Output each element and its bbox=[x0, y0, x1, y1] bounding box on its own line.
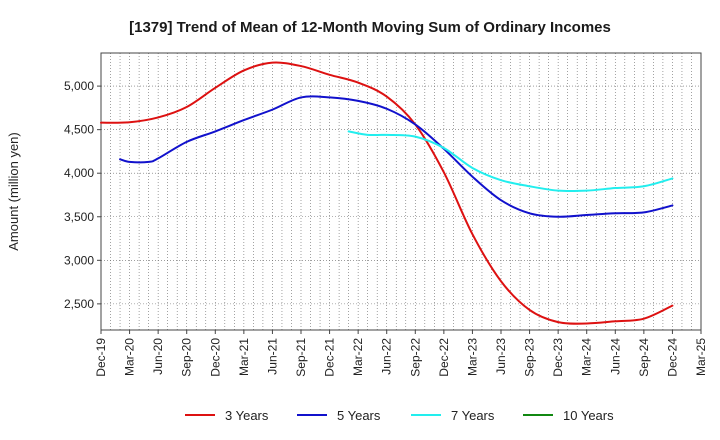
legend-label-5-years: 5 Years bbox=[337, 408, 381, 423]
legend: 3 Years 5 Years 7 Years 10 Years bbox=[185, 408, 614, 423]
x-tick-label: Sep-20 bbox=[180, 338, 194, 377]
y-tick-label: 4,500 bbox=[64, 123, 94, 137]
y-tick-label: 3,000 bbox=[64, 253, 94, 267]
x-axis-ticks: Dec-19 Mar-20 Jun-20 Sep-20 Dec-20 Mar-21 Jun-… bbox=[94, 330, 708, 377]
y-tick-label: 3,500 bbox=[64, 210, 94, 224]
x-tick-label: Jun-21 bbox=[265, 338, 279, 375]
x-tick-label: Dec-23 bbox=[551, 338, 565, 377]
x-tick-label: Mar-21 bbox=[237, 338, 251, 376]
series-line-3-years bbox=[100, 61, 674, 325]
x-tick-label: Jun-20 bbox=[151, 338, 165, 375]
x-tick-label: Dec-22 bbox=[437, 338, 451, 377]
legend-label-7-years: 7 Years bbox=[451, 408, 495, 423]
x-tick-label: Mar-23 bbox=[465, 338, 479, 376]
y-axis-label: Amount (million yen) bbox=[6, 132, 21, 251]
x-tick-label: Sep-22 bbox=[408, 338, 422, 377]
x-tick-label: Jun-22 bbox=[380, 338, 394, 375]
grid bbox=[101, 53, 701, 330]
series-line-7-years bbox=[347, 130, 674, 193]
x-tick-label: Jun-24 bbox=[608, 338, 622, 375]
x-tick-label: Mar-24 bbox=[580, 338, 594, 376]
plot-frame bbox=[100, 52, 702, 331]
x-tick-label: Sep-23 bbox=[523, 338, 537, 377]
x-tick-label: Sep-21 bbox=[294, 338, 308, 377]
series-line-5-years bbox=[119, 95, 674, 218]
x-tick-label: Dec-21 bbox=[323, 338, 337, 377]
x-tick-label: Mar-25 bbox=[694, 338, 708, 376]
x-tick-label: Mar-22 bbox=[351, 338, 365, 376]
legend-label-3-years: 3 Years bbox=[225, 408, 269, 423]
x-tick-label: Dec-20 bbox=[208, 338, 222, 377]
legend-label-10-years: 10 Years bbox=[563, 408, 614, 423]
x-tick-label: Dec-24 bbox=[665, 338, 679, 377]
y-tick-label: 4,000 bbox=[64, 166, 94, 180]
y-axis-ticks: 2,500 3,000 3,500 4,000 4,500 5,000 bbox=[64, 79, 101, 311]
y-tick-label: 2,500 bbox=[64, 297, 94, 311]
chart-title: [1379] Trend of Mean of 12-Month Moving … bbox=[129, 19, 611, 36]
y-tick-label: 5,000 bbox=[64, 79, 94, 93]
x-tick-label: Mar-20 bbox=[123, 338, 137, 376]
series-lines bbox=[100, 61, 674, 325]
x-tick-label: Sep-24 bbox=[637, 338, 651, 377]
x-tick-label: Dec-19 bbox=[94, 338, 108, 377]
plot-area-border bbox=[100, 52, 702, 331]
x-tick-label: Jun-23 bbox=[494, 338, 508, 375]
